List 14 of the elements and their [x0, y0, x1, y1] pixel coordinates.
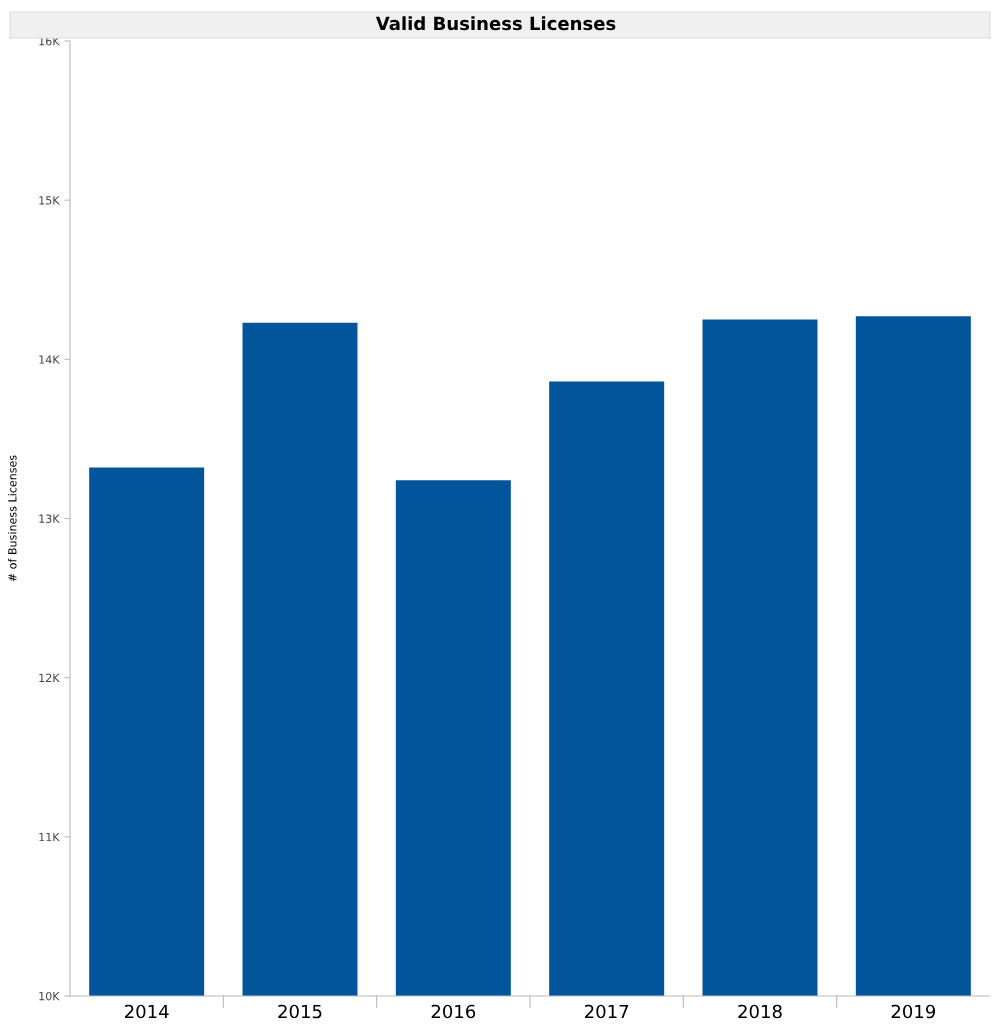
y-tick-label: 14K	[39, 355, 60, 364]
x-tick-label: 2019	[891, 1004, 936, 1019]
x-tick-label: 2015	[278, 1004, 322, 1019]
y-tick-label: 13K	[39, 514, 60, 523]
y-tick-label: 11K	[39, 832, 60, 842]
x-tick-label: 2018	[738, 1004, 782, 1019]
y-axis-title: # of Business Licenses	[7, 455, 17, 582]
y-tick-label: 15K	[39, 196, 60, 205]
x-tick-label: 2017	[585, 1004, 629, 1019]
y-tick-label: 10K	[39, 991, 60, 1001]
x-tick-label: 2014	[125, 1004, 169, 1019]
chart-title: Valid Business Licenses	[375, 16, 616, 31]
x-tick-label: 2016	[431, 1004, 476, 1019]
y-tick-label: 12K	[39, 673, 60, 682]
